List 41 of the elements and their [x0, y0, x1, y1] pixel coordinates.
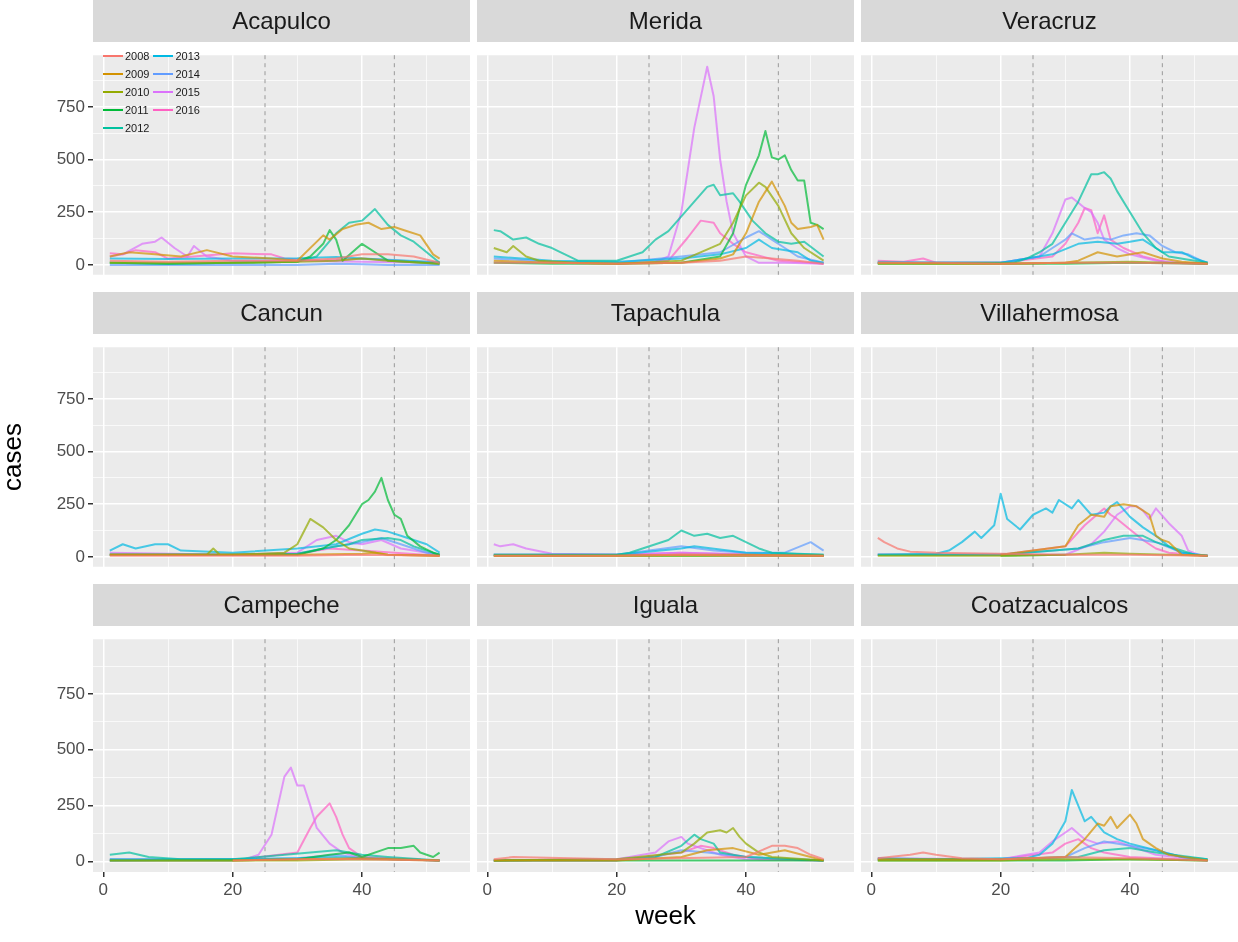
y-tick-label: 750 — [56, 96, 85, 116]
x-tick-label: 0 — [98, 879, 109, 899]
y-tick-label: 500 — [56, 149, 85, 169]
y-tick-label: 250 — [56, 795, 85, 815]
legend-label: 2013 — [175, 50, 200, 62]
x-tick-label: 40 — [1120, 879, 1140, 899]
legend-label: 2010 — [125, 86, 150, 98]
y-axis-title: cases — [0, 423, 28, 491]
x-tick-label: 40 — [736, 879, 756, 899]
x-tick-label: 0 — [866, 879, 877, 899]
y-tick-label: 750 — [56, 388, 85, 408]
chart-title: Villahermosa — [861, 292, 1238, 334]
legend-label: 2009 — [125, 68, 150, 80]
y-tick-label: 500 — [56, 739, 85, 759]
y-tick-label: 0 — [75, 254, 85, 274]
y-tick-label: 250 — [56, 201, 85, 221]
y-tick-label: 500 — [56, 441, 85, 461]
x-tick-label: 20 — [607, 879, 627, 899]
legend-label: 2011 — [125, 104, 149, 116]
y-tick-label: 0 — [75, 546, 85, 566]
x-tick-label: 20 — [223, 879, 243, 899]
legend-label: 2014 — [175, 68, 200, 80]
chart-title: Veracruz — [861, 0, 1238, 42]
legend-label: 2008 — [125, 50, 150, 62]
x-axis-title: week — [634, 900, 697, 931]
y-tick-label: 250 — [56, 493, 85, 513]
chart-title: Tapachula — [477, 292, 854, 334]
chart-title: Iguala — [477, 584, 854, 626]
chart-title: Merida — [477, 0, 854, 42]
chart-title: Acapulco — [93, 0, 470, 42]
legend-label: 2016 — [175, 104, 200, 116]
x-tick-label: 40 — [352, 879, 372, 899]
y-tick-label: 750 — [56, 683, 85, 703]
x-tick-label: 0 — [482, 879, 493, 899]
x-tick-label: 20 — [991, 879, 1011, 899]
legend-label: 2015 — [175, 86, 200, 98]
y-tick-label: 0 — [75, 851, 85, 871]
chart-title: Cancun — [93, 292, 470, 334]
chart-title: Campeche — [93, 584, 470, 626]
chart-title: Coatzacualcos — [861, 584, 1238, 626]
legend-label: 2012 — [125, 122, 150, 134]
